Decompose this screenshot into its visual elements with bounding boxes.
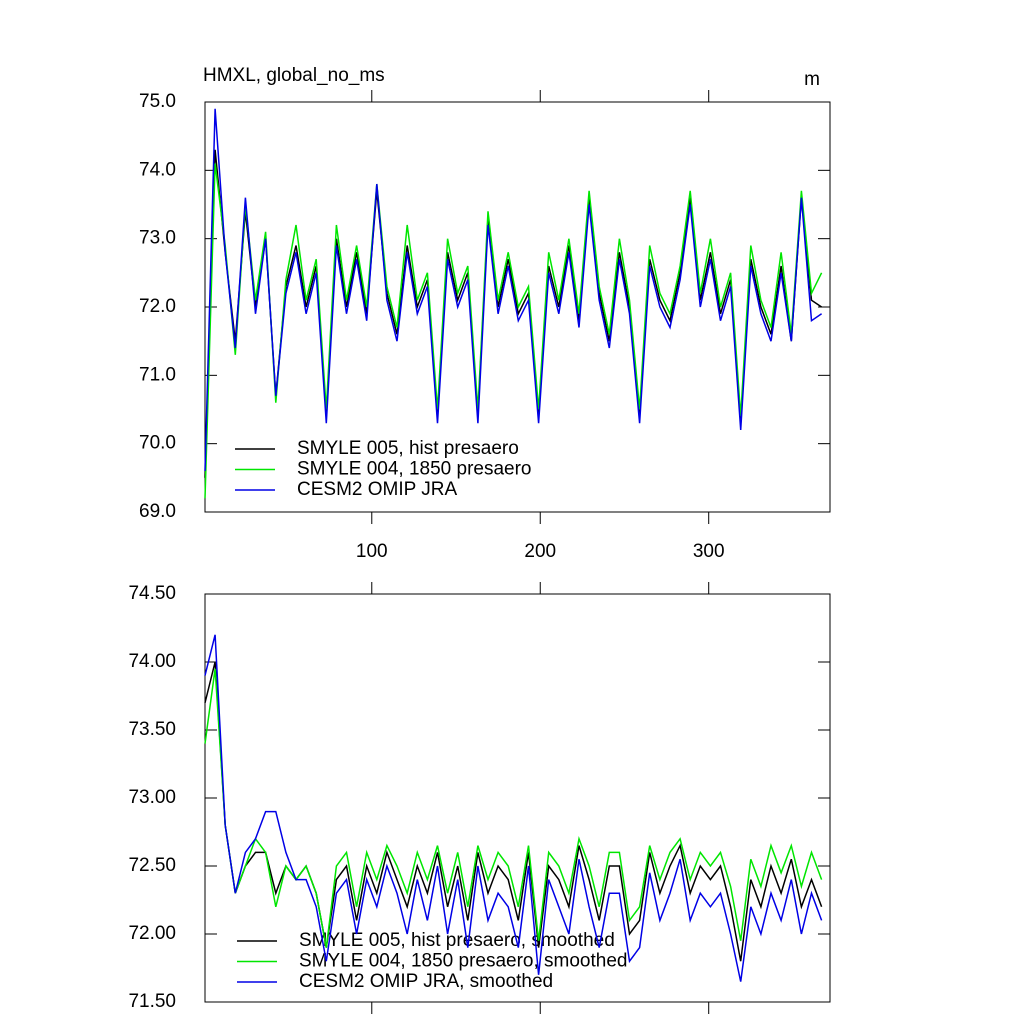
y-tick-label: 72.00: [128, 923, 176, 944]
y-tick-label: 74.0: [139, 159, 176, 180]
x-tick-label: 300: [693, 541, 725, 562]
y-tick-label: 73.0: [139, 228, 176, 249]
chart-title: HMXL, global_no_ms: [203, 65, 385, 86]
legend-label: SMYLE 004, 1850 presaero: [297, 459, 532, 480]
series-line: [204, 661, 823, 962]
legend-label: SMYLE 005, hist presaero, smoothed: [299, 930, 615, 951]
series-line: [204, 149, 823, 478]
series-line: [204, 668, 823, 948]
x-tick-label: 200: [524, 541, 556, 562]
y-tick-label: 69.0: [139, 501, 176, 522]
y-tick-label: 71.0: [139, 364, 176, 385]
series-line: [204, 108, 823, 472]
y-tick-label: 73.50: [128, 719, 176, 740]
legend-label: CESM2 OMIP JRA, smoothed: [299, 971, 553, 992]
y-tick-label: 72.0: [139, 296, 176, 317]
y-tick-label: 74.00: [128, 651, 176, 672]
series-line: [204, 634, 823, 982]
y-tick-label: 70.0: [139, 433, 176, 454]
y-tick-label: 75.0: [139, 91, 176, 112]
y-tick-label: 72.50: [128, 855, 176, 876]
legend-label: CESM2 OMIP JRA: [297, 479, 457, 500]
series-line: [204, 163, 823, 499]
y-tick-label: 73.00: [128, 787, 176, 808]
y-tick-label: 71.50: [128, 991, 176, 1012]
x-tick-label: 100: [356, 541, 388, 562]
units-label: m: [804, 69, 820, 90]
legend-label: SMYLE 004, 1850 presaero, smoothed: [299, 951, 627, 972]
legend-label: SMYLE 005, hist presaero: [297, 438, 519, 459]
y-tick-label: 74.50: [128, 583, 176, 604]
